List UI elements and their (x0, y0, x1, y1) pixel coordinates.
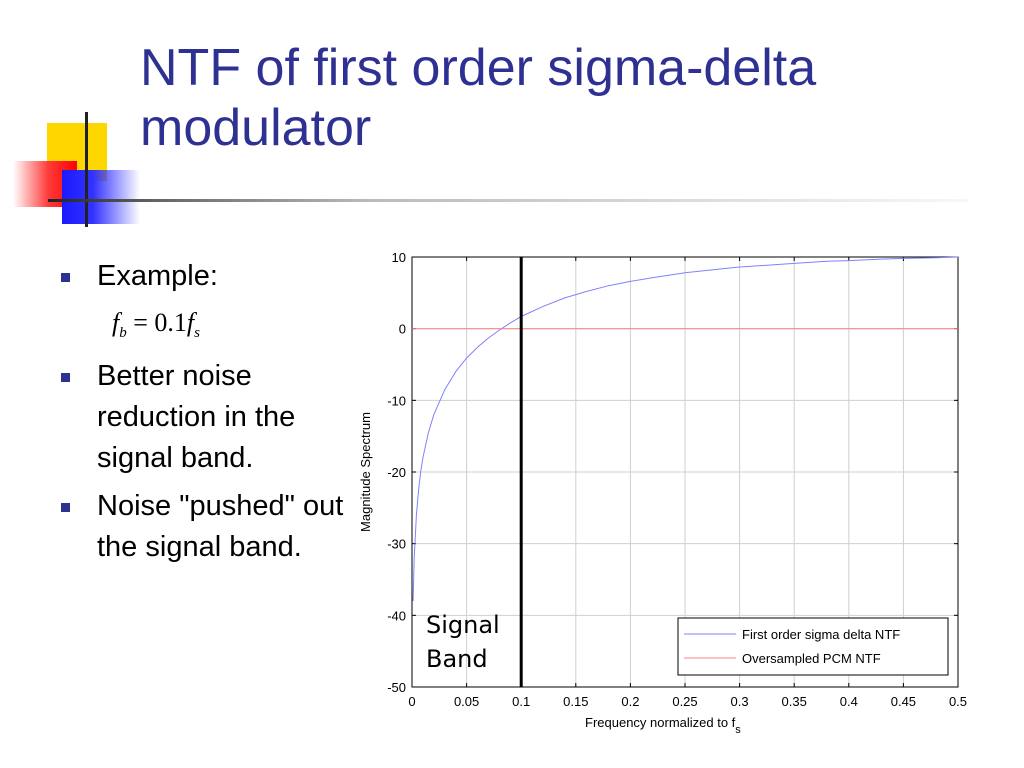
formula-equals: = (133, 308, 148, 337)
legend-label-pcm: Oversampled PCM NTF (742, 651, 881, 666)
y-tick-label: 10 (392, 250, 406, 265)
series-line-sigma-delta-ntf (412, 256, 959, 602)
x-axis-title: Frequency normalized to fs (585, 715, 741, 736)
y-tick-label: -20 (387, 465, 406, 480)
legend-label-sigma-delta: First order sigma delta NTF (742, 627, 900, 642)
y-tick-label: -40 (387, 608, 406, 623)
x-tick-label: 0.1 (512, 694, 530, 709)
bandwidth-formula: fb = 0.1fs (112, 308, 200, 342)
x-tick-label: 0.05 (454, 694, 479, 709)
logo-blue-gradient (62, 170, 140, 224)
bullet-text: Example: (97, 260, 218, 292)
signal-band-label-line2: Band (426, 645, 488, 673)
series-layer (412, 256, 959, 602)
x-tick-label: 0.4 (840, 694, 858, 709)
bullet-text: Noise "pushed" out the signal band. (97, 490, 344, 563)
bullet-marker (61, 373, 70, 382)
formula-lhs-sub: b (119, 325, 127, 341)
formula-coef: 0.1 (154, 308, 187, 337)
x-axis-title-text: Frequency normalized to f (585, 715, 736, 730)
signal-band-label-line1: Signal (426, 611, 500, 639)
x-tick-label: 0 (408, 694, 415, 709)
x-tick-label: 0.3 (731, 694, 749, 709)
x-tick-label: 0.2 (621, 694, 639, 709)
x-axis-title-sub: s (735, 724, 741, 736)
y-tick-label: -10 (387, 393, 406, 408)
x-tick-label: 0.5 (949, 694, 967, 709)
title-underline (48, 199, 968, 202)
y-tick-label: -50 (387, 680, 406, 695)
formula-rhs-sub: s (194, 325, 200, 341)
axis-ticks: 0 0.05 0.1 0.15 0.2 0.25 0.3 0.35 0.4 0.45 0.5100-… (387, 250, 967, 709)
legend-box (677, 617, 949, 676)
x-tick-label: 0.45 (891, 694, 916, 709)
bullet-text: Better noise reduction in the signal ban… (97, 360, 296, 474)
x-tick-label: 0.35 (782, 694, 807, 709)
formula-rhs: f (186, 308, 195, 337)
bullet-marker (61, 273, 70, 282)
x-tick-label: 0.25 (672, 694, 697, 709)
legend: First order sigma delta NTF Oversampled … (677, 617, 949, 676)
y-axis-title: Magnitude Spectrum (358, 412, 373, 532)
x-tick-label: 0.15 (563, 694, 588, 709)
slide-title: NTF of first order sigma-delta modulator (140, 39, 817, 157)
logo-vertical-line (85, 112, 88, 227)
y-tick-label: -30 (387, 537, 406, 552)
formula-lhs: f (112, 308, 120, 337)
bullet-marker (61, 503, 70, 512)
y-tick-label: 0 (399, 322, 406, 337)
